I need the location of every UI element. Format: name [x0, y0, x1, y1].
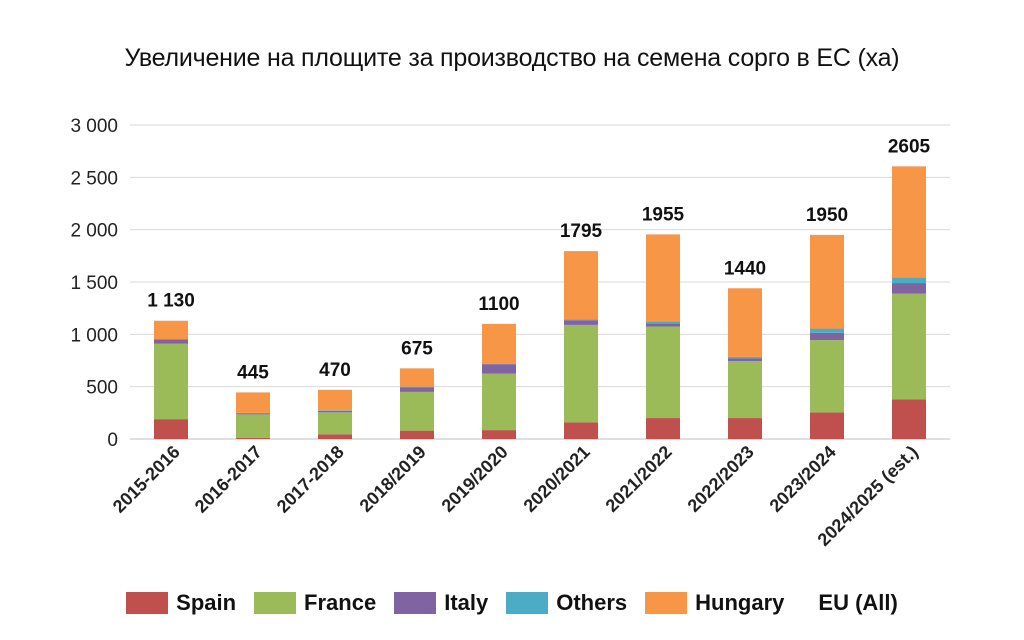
bar-segment-france [154, 343, 188, 420]
legend-label: Others [556, 590, 628, 615]
legend-swatch [394, 592, 437, 614]
legend-item-france: France [254, 590, 376, 616]
y-tick-label: 1 500 [70, 273, 118, 294]
bar-segment-italy [810, 332, 844, 341]
bar-segment-italy [728, 358, 762, 362]
total-label: 2605 [888, 136, 931, 157]
total-label: 445 [237, 362, 269, 383]
legend-label: Hungary [695, 590, 785, 615]
y-tick-label: 1 000 [70, 325, 118, 346]
legend-item-hungary: Hungary [645, 590, 784, 616]
total-label: 675 [401, 338, 433, 359]
chart-title: Увеличение на площите за производство на… [124, 44, 900, 72]
legend-swatch [506, 592, 549, 614]
bar-segment-spain [236, 437, 270, 439]
bar-segment-france [564, 324, 598, 423]
bar-segment-others [318, 410, 352, 411]
y-tick-label: 2 000 [70, 221, 118, 242]
legend-swatch [645, 592, 688, 614]
bar-segment-france [810, 340, 844, 413]
bar-segment-italy [318, 410, 352, 413]
bar-segment-spain [810, 412, 844, 439]
total-label: 1955 [642, 204, 685, 225]
bar-segment-italy [482, 364, 516, 374]
bar-segment-spain [646, 418, 680, 439]
x-tick-label: 2019/2020 [438, 442, 512, 516]
legend-label: France [304, 590, 377, 615]
bar-segment-italy [892, 283, 926, 294]
bar-segment-others [646, 321, 680, 324]
bar-segment-spain [892, 399, 926, 439]
bar-segment-others [236, 412, 270, 414]
bar-segment-others [482, 363, 516, 365]
bar-segment-france [728, 361, 762, 419]
bar-segment-france [646, 326, 680, 419]
bar-segment-france [400, 391, 434, 431]
bar-segment-spain [482, 430, 516, 439]
y-tick-label: 0 [107, 430, 118, 451]
bar-segment-others [728, 356, 762, 359]
bar-segment-others [400, 386, 434, 388]
bar-segment-hungary [154, 320, 188, 340]
total-label: 1 130 [147, 291, 195, 312]
x-tick-label: 2018/2019 [356, 442, 430, 516]
legend-label: Italy [444, 590, 489, 615]
bar-segment-hungary [810, 234, 844, 329]
bar-segment-spain [154, 419, 188, 439]
stacked-bar-chart: 0 500 1 000 1 500 2 000 2 500 3 000 1 130 2015-2… [70, 116, 950, 550]
bar-segment-hungary [318, 389, 352, 411]
x-tick-label: 2021/2022 [602, 442, 676, 516]
legend-item-italy: Italy [394, 590, 488, 616]
bar-segment-others [892, 277, 926, 284]
bar-segment-hungary [564, 251, 598, 320]
legend-item-totals: EU (All) [802, 590, 897, 616]
x-tick-label: 2015-2016 [109, 442, 184, 517]
bar-segment-spain [318, 434, 352, 439]
bar-segment-italy [646, 323, 680, 327]
x-tick-label: 2020/2021 [520, 442, 594, 516]
bar-segment-france [892, 293, 926, 400]
x-tick-label: 2022/2023 [684, 442, 758, 516]
y-tick-label: 3 000 [70, 116, 118, 137]
bar-segment-spain [728, 418, 762, 439]
bar-segment-hungary [646, 234, 680, 322]
bar-segment-italy [154, 339, 188, 344]
total-label: 470 [319, 360, 351, 381]
legend-swatch [254, 592, 297, 614]
bar-segment-italy [564, 320, 598, 325]
x-tick-label: 2023/2024 [766, 442, 840, 516]
bar-segment-hungary [482, 323, 516, 364]
bar-segment-france [482, 373, 516, 431]
legend-item-spain: Spain [126, 590, 236, 616]
bar-segment-others [154, 339, 188, 340]
total-label: 1440 [724, 258, 766, 279]
total-label: 1950 [806, 205, 848, 226]
total-label: 1100 [478, 294, 519, 315]
bar-segment-hungary [892, 166, 926, 278]
bar-segment-spain [400, 430, 434, 439]
y-tick-label: 2 500 [70, 168, 118, 189]
legend-swatch [126, 592, 169, 614]
x-tick-label: 2016-2017 [191, 442, 266, 517]
bar-segment-france [318, 412, 352, 435]
y-tick-label: 500 [86, 378, 118, 399]
legend: Spain France Italy Others Hungary EU (All) [0, 590, 1024, 616]
bar-segment-france [236, 414, 270, 438]
total-label: 1795 [560, 221, 603, 242]
bar-segment-others [810, 328, 844, 333]
bar-segment-others [564, 319, 598, 321]
legend-label: Spain [176, 590, 237, 615]
legend-label: EU (All) [818, 590, 898, 615]
bar-segment-spain [564, 422, 598, 439]
bar-segment-hungary [400, 368, 434, 387]
bar-segment-italy [236, 413, 270, 415]
bar-segment-hungary [728, 288, 762, 357]
bar-segment-italy [400, 387, 434, 392]
legend-item-others: Others [506, 590, 627, 616]
x-tick-label: 2017-2018 [273, 442, 348, 517]
bar-segment-hungary [236, 392, 270, 413]
